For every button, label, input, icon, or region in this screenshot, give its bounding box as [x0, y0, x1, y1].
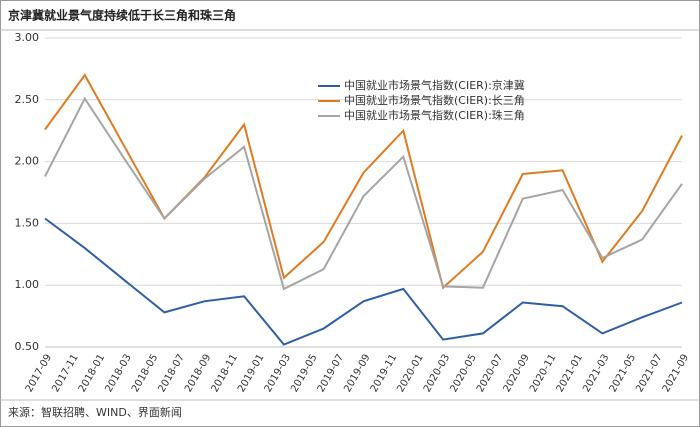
legend-label: 中国就业市场景气指数(CIER):珠三角 [344, 108, 525, 122]
series-line [44, 73, 683, 290]
y-tick-label: 2.00 [15, 155, 40, 168]
y-tick-label: 1.50 [15, 216, 40, 229]
source: 来源：智联招聘、WIND、界面新闻 [8, 405, 182, 419]
series-line [44, 96, 683, 291]
y-tick-label: 1.00 [15, 278, 40, 291]
legend-label: 中国就业市场景气指数(CIER):长三角 [344, 93, 525, 107]
legend-label: 中国就业市场景气指数(CIER):京津冀 [344, 78, 525, 92]
y-tick-label: 0.50 [15, 340, 40, 353]
y-tick-label: 3.00 [15, 31, 40, 44]
chart-title: 京津冀就业景气度持续低于长三角和珠三角 [8, 8, 236, 23]
series-line [44, 217, 683, 346]
y-tick-label: 2.50 [15, 93, 40, 106]
